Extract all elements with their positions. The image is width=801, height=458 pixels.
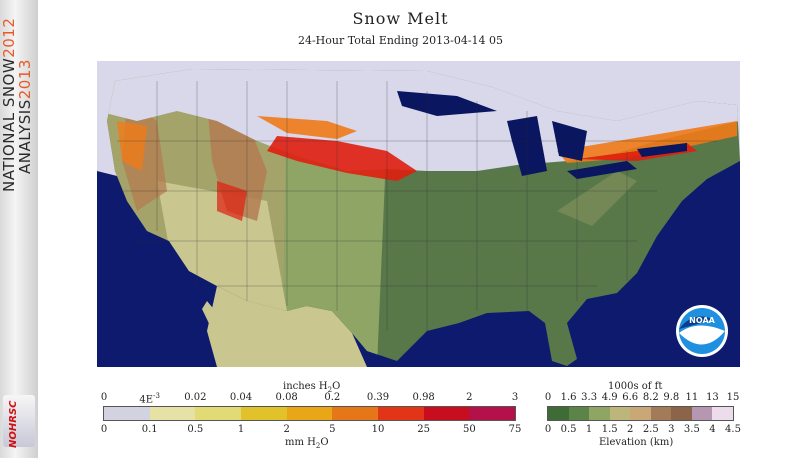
elevation-top-tick: 11: [685, 392, 699, 403]
snow-melt-map: NOAA: [97, 61, 740, 367]
elevation-swatch: [568, 407, 590, 420]
melt-bottom-tick: 75: [508, 424, 522, 435]
elevation-bottom-tick: 3: [668, 424, 675, 435]
page-subtitle: 24-Hour Total Ending 2013-04-14 05: [297, 34, 504, 47]
melt-bottom-tick: 2: [283, 424, 290, 435]
elevation-bottom-tick: 4: [709, 424, 716, 435]
melt-color-bar: [103, 406, 516, 421]
elevation-top-tick: 3.3: [581, 392, 598, 403]
melt-top-unit: inches H2O: [283, 381, 340, 394]
sidebar-strip: NATIONAL SNOW2012 ANALYSIS2013 NOHRSC: [0, 0, 38, 458]
elevation-swatch: [548, 407, 569, 420]
page-title: Snow Melt: [352, 9, 449, 28]
melt-top-tick: 0.04: [229, 392, 253, 403]
melt-swatch: [241, 407, 287, 420]
sidebar-title-line2: ANALYSIS: [16, 99, 34, 174]
mexico-area: [207, 286, 367, 367]
elevation-top-tick: 8.2: [642, 392, 659, 403]
melt-top-unit-end: O: [332, 381, 341, 392]
melt-swatch: [378, 407, 424, 420]
elevation-bottom-tick: 2: [627, 424, 634, 435]
elevation-top-tick: 1.6: [560, 392, 577, 403]
elevation-bottom-tick: 3.5: [683, 424, 700, 435]
melt-swatch: [332, 407, 379, 420]
melt-top-tick: 0: [100, 392, 108, 403]
melt-top-tick: 3: [511, 392, 519, 403]
melt-swatch: [286, 407, 333, 420]
melt-top-tick: 0.2: [324, 392, 341, 403]
melt-swatch: [149, 407, 196, 420]
map-svg: NOAA: [97, 61, 740, 367]
elevation-bottom-tick: 0: [544, 424, 552, 435]
elevation-swatch: [691, 407, 713, 420]
melt-top-unit-text: inches H: [283, 381, 328, 392]
noaa-logo: NOAA: [676, 305, 728, 357]
elevation-bottom-tick: 0.5: [560, 424, 577, 435]
melt-swatch: [195, 407, 242, 420]
melt-bottom-tick: 0.1: [141, 424, 158, 435]
melt-bottom-unit-sub: 2: [315, 442, 321, 450]
elevation-top-tick: 6.6: [622, 392, 639, 403]
elevation-swatch: [609, 407, 631, 420]
elevation-bottom-tick: 2.5: [642, 424, 659, 435]
sidebar-title: NATIONAL SNOW2012 ANALYSIS2013: [0, 0, 34, 192]
elevation-swatch: [589, 407, 611, 420]
elevation-top-tick: 0: [544, 392, 552, 403]
melt-swatch: [469, 407, 516, 420]
melt-bottom-tick: 50: [462, 424, 476, 435]
elevation-swatch: [712, 407, 734, 420]
elevation-top-tick: 9.8: [663, 392, 680, 403]
sidebar-title-year2: 2013: [16, 59, 34, 100]
melt-bottom-tick: 0.5: [187, 424, 204, 435]
elevation-bottom-tick: 4.5: [725, 424, 741, 435]
melt-swatch: [423, 407, 470, 420]
elevation-top-tick: 4.9: [601, 392, 618, 403]
melt-top-unit-sub: 2: [327, 386, 333, 394]
noaa-logo-text: NOAA: [689, 316, 715, 325]
melt-bottom-unit-text: mm H: [285, 437, 316, 448]
melt-top-tick: 2: [466, 392, 473, 403]
melt-bottom-tick: 1: [237, 424, 245, 435]
state-boundaries: [117, 81, 717, 331]
melt-bottom-tick: 10: [371, 424, 385, 435]
melt-top-tick: 4E-3: [139, 392, 160, 406]
nohrsc-logo-text: NOHRSC: [8, 400, 19, 448]
melt-swatch: [104, 407, 150, 420]
elevation-top-tick: 15: [726, 392, 740, 403]
elevation-bottom-tick: 1.5: [601, 424, 618, 435]
melt-top-tick-sup: -3: [153, 392, 160, 400]
nohrsc-logo: [3, 395, 35, 447]
elevation-swatch: [630, 407, 652, 420]
melt-bottom-tick: 25: [417, 424, 431, 435]
elevation-swatch: [650, 407, 672, 420]
elevation-bottom-tick: 1: [585, 424, 593, 435]
melt-bottom-unit-end: O: [320, 437, 329, 448]
melt-bottom-tick: 5: [329, 424, 336, 435]
elevation-bottom-unit: Elevation (km): [599, 437, 674, 448]
melt-bottom-tick: 0: [100, 424, 108, 435]
melt-top-tick: 0.98: [412, 392, 435, 403]
elevation-swatch: [671, 407, 693, 420]
melt-top-tick: 0.39: [366, 392, 390, 403]
elevation-top-unit: 1000s of ft: [608, 381, 663, 392]
baja-area: [202, 301, 247, 367]
elevation-top-tick: 13: [706, 392, 719, 403]
melt-top-tick: 0.08: [275, 392, 298, 403]
melt-top-tick: 0.02: [184, 392, 207, 403]
elevation-color-bar: [547, 406, 734, 421]
melt-bottom-unit: mm H2O: [285, 437, 329, 450]
